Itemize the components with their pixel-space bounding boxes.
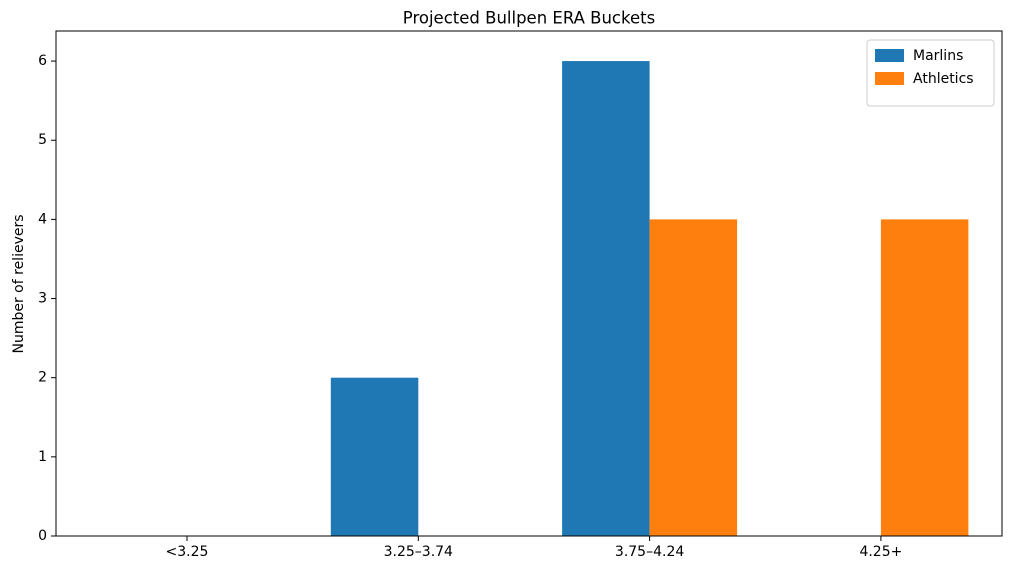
chart-title: Projected Bullpen ERA Buckets (403, 9, 655, 28)
y-tick-label: 4 (38, 211, 47, 227)
x-tick-label: 4.25+ (859, 544, 902, 560)
bar (649, 219, 738, 537)
legend-label: Marlins (913, 48, 963, 64)
bar (330, 377, 419, 536)
y-tick-label: 0 (38, 528, 47, 544)
plot-frame (55, 30, 1003, 537)
y-tick-label: 3 (38, 291, 47, 307)
x-tick-label: 3.25–3.74 (384, 544, 453, 560)
y-axis-label: Number of relievers (11, 214, 27, 353)
y-tick-label: 5 (38, 132, 47, 148)
y-tick-label: 1 (38, 449, 47, 465)
y-tick-label: 6 (38, 53, 47, 69)
y-tick-label: 2 (38, 370, 47, 386)
legend-label: Athletics (913, 71, 974, 87)
x-tick-label: <3.25 (166, 544, 209, 560)
x-tick-label: 3.75–4.24 (615, 544, 684, 560)
bar (562, 61, 650, 536)
legend-swatch (875, 49, 904, 62)
bar (880, 219, 969, 537)
legend-swatch (875, 72, 904, 85)
